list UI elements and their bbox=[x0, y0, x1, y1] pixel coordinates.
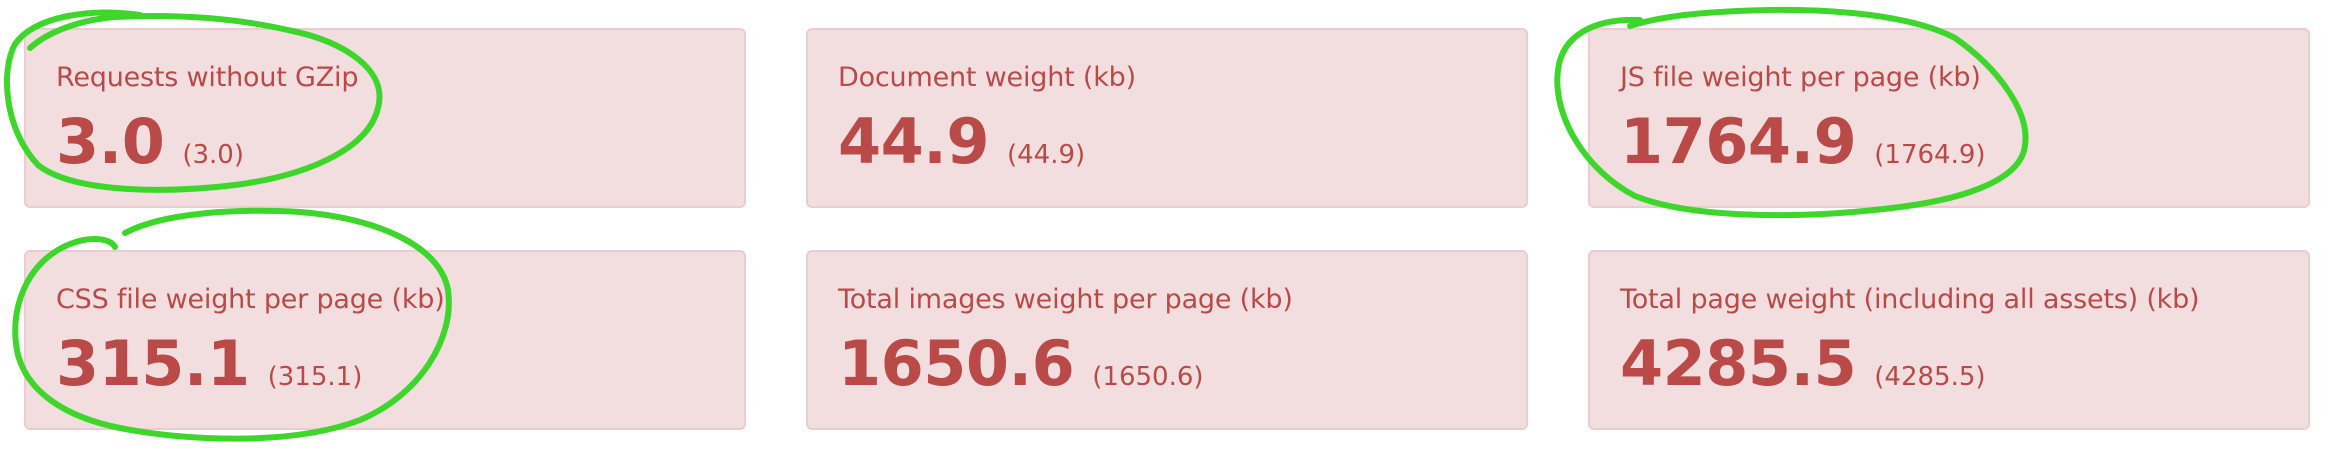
metric-values: 3.0 (3.0) bbox=[56, 111, 744, 173]
metric-values: 315.1 (315.1) bbox=[56, 333, 744, 395]
metric-card-total-images-weight: Total images weight per page (kb) 1650.6… bbox=[806, 250, 1528, 430]
metric-label: Total page weight (including all assets)… bbox=[1620, 284, 2200, 315]
metric-previous-value: (4285.5) bbox=[1874, 362, 1986, 392]
metric-label: JS file weight per page (kb) bbox=[1620, 62, 1981, 93]
metric-value: 1650.6 bbox=[838, 327, 1075, 400]
metric-values: 4285.5 (4285.5) bbox=[1620, 333, 2308, 395]
metric-label: Document weight (kb) bbox=[838, 62, 1136, 93]
metric-previous-value: (315.1) bbox=[267, 362, 363, 392]
metric-label: Total images weight per page (kb) bbox=[838, 284, 1293, 315]
metric-label: CSS file weight per page (kb) bbox=[56, 284, 445, 315]
metric-previous-value: (1764.9) bbox=[1874, 140, 1986, 170]
metric-value: 1764.9 bbox=[1620, 105, 1857, 178]
metric-card-css-file-weight: CSS file weight per page (kb) 315.1 (315.… bbox=[24, 250, 746, 430]
metric-values: 1764.9 (1764.9) bbox=[1620, 111, 2308, 173]
metric-card-total-page-weight: Total page weight (including all assets)… bbox=[1588, 250, 2310, 430]
metric-values: 44.9 (44.9) bbox=[838, 111, 1526, 173]
metric-value: 3.0 bbox=[56, 105, 165, 178]
metric-label: Requests without GZip bbox=[56, 62, 359, 93]
metric-previous-value: (1650.6) bbox=[1092, 362, 1204, 392]
metric-value: 315.1 bbox=[56, 327, 250, 400]
metric-card-requests-without-gzip: Requests without GZip 3.0 (3.0) bbox=[24, 28, 746, 208]
metric-value: 44.9 bbox=[838, 105, 989, 178]
metric-previous-value: (44.9) bbox=[1006, 140, 1086, 170]
metrics-grid: Requests without GZip 3.0 (3.0) Document … bbox=[24, 28, 2310, 430]
metric-previous-value: (3.0) bbox=[182, 140, 244, 170]
metric-card-js-file-weight: JS file weight per page (kb) 1764.9 (1764… bbox=[1588, 28, 2310, 208]
metric-value: 4285.5 bbox=[1620, 327, 1857, 400]
metric-values: 1650.6 (1650.6) bbox=[838, 333, 1526, 395]
metric-card-document-weight: Document weight (kb) 44.9 (44.9) bbox=[806, 28, 1528, 208]
